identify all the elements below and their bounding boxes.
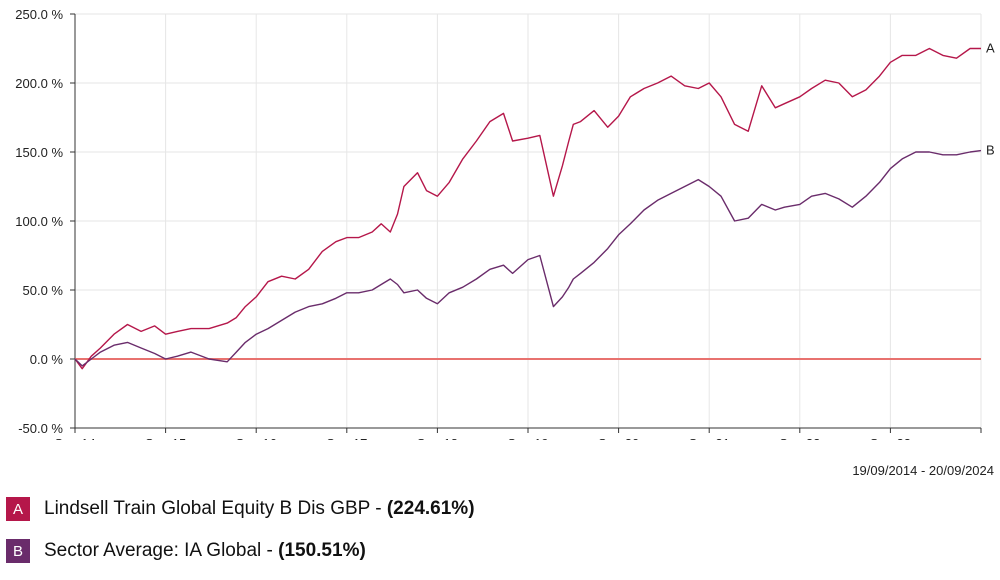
tick-labels: -50.0 % 0.0 % 50.0 % 100.0 % 150.0 % 200.0 % 2… xyxy=(15,7,995,440)
y-tick-label: 250.0 % xyxy=(15,7,63,22)
x-tick-label: Sep 21 xyxy=(689,436,730,440)
y-tick-label: 0.0 % xyxy=(30,352,64,367)
y-tick-label: -50.0 % xyxy=(18,421,63,436)
legend-return-b: (150.51%) xyxy=(278,540,366,561)
legend-label-a: Lindsell Train Global Equity B Dis GBP -… xyxy=(44,498,475,520)
x-tick-label: Sep 19 xyxy=(507,436,548,440)
y-tick-label: 100.0 % xyxy=(15,214,63,229)
x-tick-label: Sep 15 xyxy=(145,436,186,440)
legend-label-b: Sector Average: IA Global - (150.51%) xyxy=(44,540,366,562)
legend-name-b: Sector Average: IA Global - xyxy=(44,540,279,561)
x-tick-label: Sep 20 xyxy=(598,436,639,440)
series-line-b xyxy=(74,149,982,367)
legend-badge-a: A xyxy=(6,497,30,521)
legend-return-a: (224.61%) xyxy=(386,498,475,519)
x-tick-label: Sep 17 xyxy=(326,436,367,440)
legend-badge-b: B xyxy=(6,539,30,563)
axes xyxy=(70,13,982,433)
grid-lines xyxy=(74,13,982,429)
x-tick-label: Sep 14 xyxy=(54,436,95,440)
series-line-a xyxy=(74,47,981,370)
series-end-label-a: A xyxy=(986,41,995,56)
legend-item-b: B Sector Average: IA Global - (150.51%) xyxy=(6,538,475,564)
legend: A Lindsell Train Global Equity B Dis GBP… xyxy=(6,496,475,580)
y-tick-label: 200.0 % xyxy=(15,76,63,91)
y-tick-label: 50.0 % xyxy=(23,283,64,298)
series-end-label-b: B xyxy=(986,143,995,158)
legend-name-a: Lindsell Train Global Equity B Dis GBP - xyxy=(44,498,387,519)
line-chart: -50.0 % 0.0 % 50.0 % 100.0 % 150.0 % 200.0 % 2… xyxy=(15,7,995,440)
x-tick-label: Sep 22 xyxy=(779,436,820,440)
x-tick-label: Sep 23 xyxy=(870,436,911,440)
y-tick-label: 150.0 % xyxy=(15,145,63,160)
date-range-label: 19/09/2014 - 20/09/2024 xyxy=(852,463,994,478)
series-lines xyxy=(74,47,982,370)
x-tick-label: Sep 16 xyxy=(236,436,277,440)
legend-item-a: A Lindsell Train Global Equity B Dis GBP… xyxy=(6,496,475,522)
x-tick-label: Sep 18 xyxy=(417,436,458,440)
